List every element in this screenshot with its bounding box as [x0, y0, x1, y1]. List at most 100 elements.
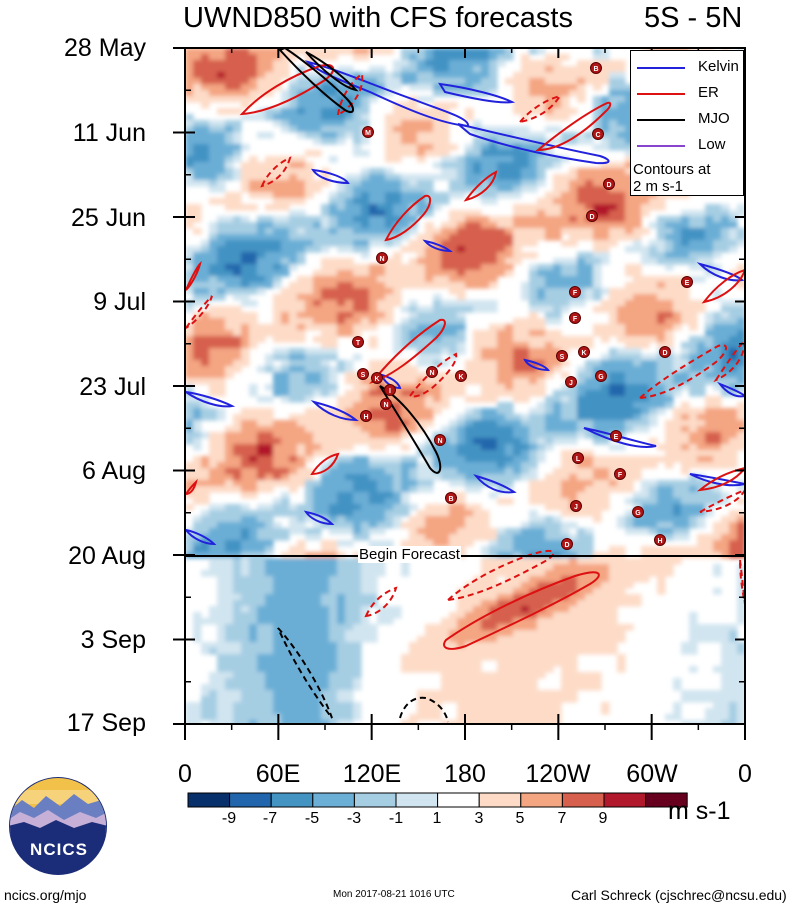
anomaly-cell — [305, 102, 314, 109]
anomaly-cell — [313, 378, 322, 385]
anomaly-cell — [193, 372, 202, 379]
anomaly-cell — [481, 216, 490, 223]
anomaly-cell — [729, 528, 738, 535]
anomaly-cell — [617, 330, 626, 337]
anomaly-cell — [273, 528, 282, 535]
anomaly-cell — [649, 324, 658, 331]
anomaly-cell — [217, 594, 226, 601]
anomaly-cell — [209, 240, 218, 247]
anomaly-cell — [257, 282, 266, 289]
anomaly-cell — [345, 78, 354, 85]
anomaly-cell — [409, 150, 418, 157]
anomaly-cell — [737, 522, 745, 529]
anomaly-cell — [249, 66, 258, 73]
anomaly-cell — [361, 474, 370, 481]
anomaly-cell — [729, 366, 738, 373]
anomaly-cell — [393, 240, 402, 247]
anomaly-cell — [249, 276, 258, 283]
anomaly-cell — [641, 516, 650, 523]
anomaly-cell — [633, 468, 642, 475]
anomaly-cell — [449, 336, 458, 343]
anomaly-cell — [585, 504, 594, 511]
anomaly-cell — [641, 390, 650, 397]
anomaly-cell — [537, 132, 546, 139]
anomaly-cell — [433, 378, 442, 385]
anomaly-cell — [249, 600, 258, 607]
anomaly-cell — [561, 306, 570, 313]
anomaly-cell — [577, 492, 586, 499]
anomaly-cell — [401, 66, 410, 73]
anomaly-cell — [393, 330, 402, 337]
anomaly-cell — [329, 126, 338, 133]
anomaly-cell — [193, 522, 202, 529]
anomaly-cell — [513, 372, 522, 379]
anomaly-cell — [313, 318, 322, 325]
anomaly-cell — [345, 192, 354, 199]
anomaly-cell — [601, 600, 610, 607]
anomaly-cell — [529, 108, 538, 115]
anomaly-cell — [217, 126, 226, 133]
anomaly-cell — [193, 66, 202, 73]
anomaly-cell — [385, 294, 394, 301]
anomaly-cell — [417, 408, 426, 415]
anomaly-cell — [489, 246, 498, 253]
anomaly-cell — [209, 48, 218, 55]
anomaly-cell — [441, 54, 450, 61]
anomaly-cell — [449, 480, 458, 487]
anomaly-cell — [273, 420, 282, 427]
anomaly-cell — [321, 384, 330, 391]
anomaly-cell — [601, 288, 610, 295]
anomaly-cell — [185, 216, 194, 223]
anomaly-cell — [561, 186, 570, 193]
anomaly-cell — [529, 156, 538, 163]
anomaly-cell — [593, 252, 602, 259]
anomaly-cell — [305, 528, 314, 535]
anomaly-cell — [273, 264, 282, 271]
anomaly-cell — [497, 426, 506, 433]
anomaly-cell — [601, 582, 610, 589]
anomaly-cell — [185, 480, 194, 487]
anomaly-cell — [673, 546, 682, 553]
anomaly-cell — [625, 156, 634, 163]
anomaly-cell — [577, 282, 586, 289]
anomaly-cell — [313, 270, 322, 277]
anomaly-cell — [553, 174, 562, 181]
anomaly-cell — [497, 270, 506, 277]
anomaly-cell — [537, 174, 546, 181]
anomaly-cell — [353, 228, 362, 235]
anomaly-cell — [737, 210, 745, 217]
anomaly-cell — [345, 66, 354, 73]
anomaly-cell — [193, 360, 202, 367]
anomaly-cell — [513, 546, 522, 553]
anomaly-cell — [593, 192, 602, 199]
anomaly-cell — [697, 252, 706, 259]
anomaly-cell — [377, 318, 386, 325]
anomaly-cell — [673, 282, 682, 289]
anomaly-cell — [473, 516, 482, 523]
anomaly-cell — [233, 336, 242, 343]
anomaly-cell — [681, 360, 690, 367]
anomaly-cell — [473, 378, 482, 385]
anomaly-cell — [297, 432, 306, 439]
anomaly-cell — [425, 360, 434, 367]
anomaly-cell — [689, 456, 698, 463]
anomaly-cell — [193, 444, 202, 451]
anomaly-cell — [281, 438, 290, 445]
anomaly-cell — [337, 192, 346, 199]
anomaly-cell — [617, 408, 626, 415]
anomaly-cell — [473, 534, 482, 541]
anomaly-cell — [601, 228, 610, 235]
anomaly-cell — [689, 516, 698, 523]
anomaly-cell — [241, 114, 250, 121]
anomaly-cell — [585, 228, 594, 235]
anomaly-cell — [489, 582, 498, 589]
anomaly-cell — [673, 426, 682, 433]
anomaly-cell — [561, 426, 570, 433]
anomaly-cell — [577, 216, 586, 223]
anomaly-cell — [305, 486, 314, 493]
anomaly-cell — [649, 288, 658, 295]
anomaly-cell — [257, 420, 266, 427]
anomaly-cell — [681, 438, 690, 445]
anomaly-cell — [401, 204, 410, 211]
anomaly-cell — [505, 234, 514, 241]
